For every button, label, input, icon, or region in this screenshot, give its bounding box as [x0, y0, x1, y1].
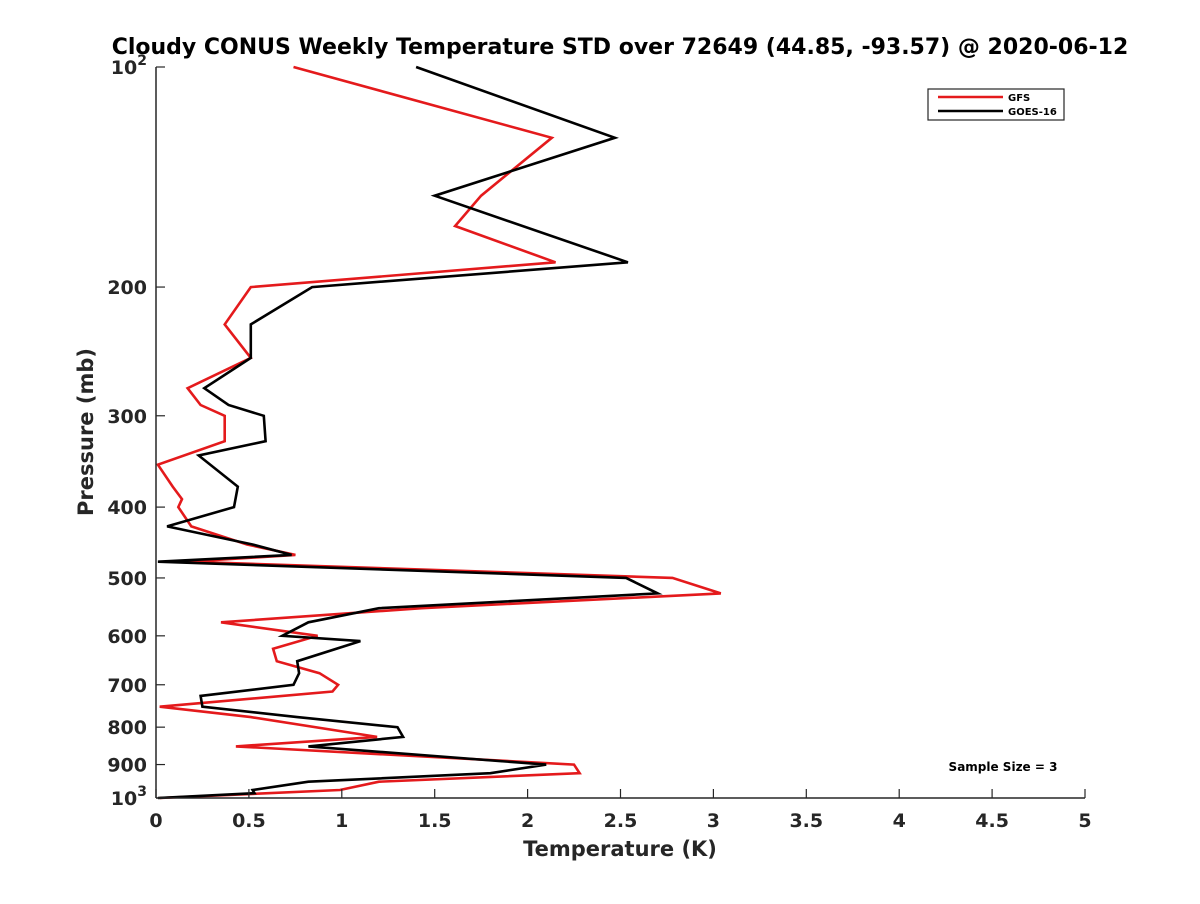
x-ticks: 0 0.5 1 1.5 2 2.5 3 3.5 4 4.5 5 [149, 789, 1092, 832]
y-tick-label: 102 [111, 53, 147, 79]
y-tick-label: 400 [107, 497, 147, 519]
x-tick-label: 0.5 [232, 810, 266, 832]
y-tick-label: 500 [107, 568, 147, 590]
x-tick-label: 1 [335, 810, 348, 832]
y-tick-exponent: 3 [137, 784, 147, 800]
x-tick-label: 3 [707, 810, 720, 832]
y-tick-label: 700 [107, 675, 147, 697]
y-tick-base: 10 [111, 57, 137, 79]
series-line-goes-16 [157, 65, 663, 800]
legend-label: GOES-16 [1008, 107, 1057, 118]
y-tick-label: 300 [107, 406, 147, 428]
legend: GFS GOES-16 [927, 88, 1065, 121]
series-layer [155, 65, 722, 800]
y-tick-label: 900 [107, 755, 147, 777]
y-tick-exponent: 2 [137, 53, 147, 69]
x-axis-label: Temperature (K) [523, 837, 717, 861]
x-tick-label: 3.5 [789, 810, 823, 832]
legend-box [927, 88, 1065, 121]
y-tick-base: 10 [111, 788, 137, 810]
y-tick-label: 200 [107, 277, 147, 299]
y-tick-label: 103 [111, 784, 147, 810]
x-tick-label: 2.5 [604, 810, 638, 832]
sample-size-annotation: Sample Size = 3 [949, 760, 1058, 774]
x-tick-label: 4.5 [975, 810, 1009, 832]
x-tick-label: 1.5 [418, 810, 452, 832]
x-tick-label: 2 [521, 810, 534, 832]
y-tick-label: 600 [107, 626, 147, 648]
x-tick-label: 5 [1078, 810, 1091, 832]
plot-area [156, 67, 1085, 798]
legend-label: GFS [1008, 93, 1030, 104]
y-axis-label: Pressure (mb) [74, 348, 98, 516]
chart-title: Cloudy CONUS Weekly Temperature STD over… [112, 35, 1129, 60]
x-tick-label: 0 [149, 810, 162, 832]
x-tick-label: 4 [893, 810, 906, 832]
y-tick-label: 800 [107, 717, 147, 739]
